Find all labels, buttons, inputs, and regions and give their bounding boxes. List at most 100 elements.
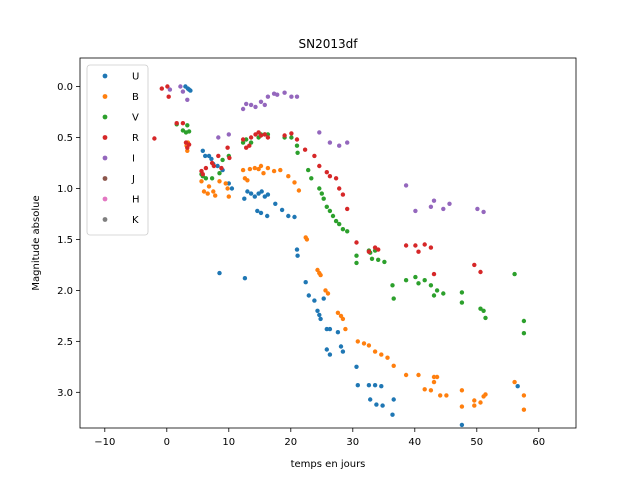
point-R-5 — [180, 121, 186, 126]
legend-marker — [102, 217, 108, 222]
legend-item-R: R — [102, 133, 139, 144]
point-V-35 — [354, 253, 359, 258]
point-I-24 — [428, 204, 434, 209]
point-B-38 — [355, 339, 360, 344]
point-U-55 — [515, 384, 520, 389]
point-U-48 — [379, 384, 384, 389]
point-R-25 — [262, 132, 267, 137]
point-U-29 — [295, 253, 300, 258]
point-R-48 — [431, 271, 437, 277]
point-V-18 — [265, 132, 271, 137]
point-V-51 — [434, 288, 440, 293]
point-U-32 — [312, 298, 317, 303]
y-tick-label: 1.0 — [57, 184, 73, 195]
point-R-17 — [227, 155, 232, 161]
y-tick-label: 0.0 — [57, 82, 73, 93]
point-I-7 — [244, 101, 249, 107]
point-V-52 — [441, 291, 446, 296]
point-B-10 — [223, 181, 228, 186]
point-B-40 — [366, 343, 372, 348]
point-R-40 — [366, 249, 372, 254]
point-B-15 — [245, 178, 250, 183]
point-B-48 — [428, 388, 434, 393]
point-I-16 — [289, 94, 294, 99]
point-U-13 — [242, 196, 247, 201]
point-I-15 — [282, 90, 287, 95]
point-U-35 — [318, 316, 323, 322]
point-U-16 — [252, 194, 257, 199]
point-U-36 — [321, 296, 326, 301]
point-I-0 — [167, 87, 173, 92]
point-R-47 — [428, 245, 434, 250]
point-R-50 — [478, 269, 483, 275]
point-V-57 — [483, 315, 488, 321]
point-U-25 — [279, 207, 285, 213]
point-V-54 — [459, 300, 465, 305]
point-R-11 — [203, 165, 209, 171]
point-B-49 — [431, 374, 437, 380]
legend-item-K: K — [102, 215, 139, 226]
point-U-14 — [245, 189, 250, 194]
point-I-17 — [294, 94, 300, 99]
point-V-31 — [333, 218, 339, 224]
point-V-43 — [390, 283, 395, 288]
point-B-22 — [271, 168, 277, 174]
point-V-20 — [289, 135, 294, 140]
point-U-38 — [327, 326, 333, 332]
point-B-57 — [472, 403, 477, 408]
point-V-21 — [294, 143, 300, 148]
point-I-9 — [253, 104, 258, 110]
point-U-30 — [303, 280, 308, 285]
x-tick-label: 20 — [284, 437, 297, 448]
point-R-27 — [282, 133, 287, 138]
legend-marker — [102, 73, 108, 79]
y-tick-label: 1.5 — [57, 235, 73, 246]
point-V-30 — [330, 213, 336, 219]
point-B-45 — [403, 372, 409, 378]
series-B — [184, 140, 527, 412]
legend-marker — [102, 196, 108, 202]
point-V-55 — [478, 306, 483, 311]
point-V-44 — [391, 296, 396, 301]
point-V-32 — [337, 221, 342, 227]
point-R-36 — [337, 186, 342, 191]
x-tick-label: 50 — [470, 437, 483, 448]
point-U-40 — [327, 352, 333, 357]
point-U-47 — [372, 383, 378, 388]
series-I — [167, 84, 486, 215]
point-B-9 — [217, 179, 222, 184]
point-B-36 — [340, 316, 346, 322]
point-R-1 — [159, 86, 164, 91]
point-R-13 — [211, 163, 217, 169]
point-V-41 — [376, 257, 381, 262]
point-U-4 — [200, 148, 205, 153]
point-B-3 — [199, 179, 204, 184]
point-R-0 — [152, 136, 157, 141]
point-I-23 — [413, 208, 418, 214]
legend-item-J: J — [102, 174, 135, 185]
point-U-53 — [391, 397, 396, 402]
point-B-5 — [205, 191, 210, 196]
point-U-24 — [265, 213, 270, 219]
point-I-5 — [226, 132, 231, 137]
point-I-3 — [185, 97, 190, 103]
y-tick-label: 2.0 — [57, 286, 73, 297]
y-tick-label: 2.5 — [57, 337, 73, 348]
legend-item-B: B — [102, 92, 139, 103]
point-B-62 — [521, 393, 527, 398]
point-R-24 — [258, 133, 264, 138]
point-V-42 — [382, 259, 387, 265]
point-V-24 — [309, 176, 314, 181]
point-R-3 — [166, 94, 171, 99]
point-B-19 — [258, 163, 264, 169]
legend-marker — [102, 114, 108, 120]
point-R-15 — [219, 165, 224, 171]
point-V-10 — [220, 157, 225, 163]
point-R-18 — [240, 137, 246, 142]
point-R-4 — [174, 121, 179, 126]
point-V-50 — [431, 293, 437, 298]
point-U-57 — [242, 276, 248, 281]
point-U-43 — [340, 349, 346, 354]
